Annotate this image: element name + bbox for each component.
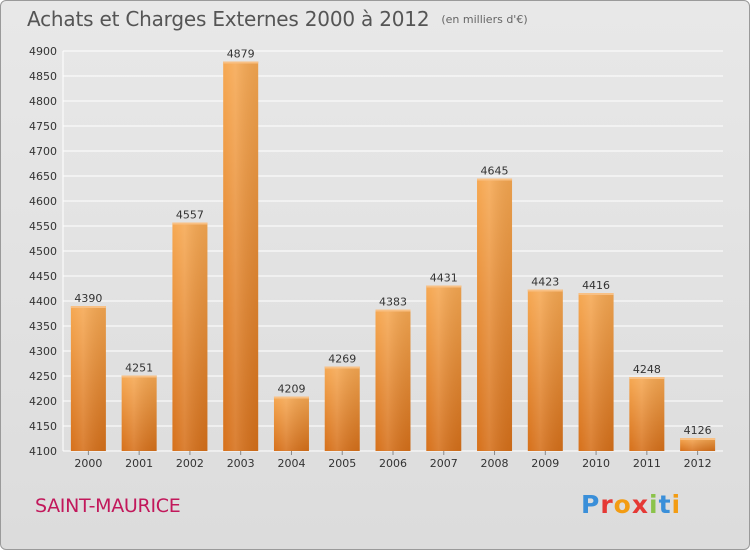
bar-top-edge: [223, 61, 259, 64]
bar-top-edge: [273, 396, 309, 399]
x-tick-label: 2001: [125, 457, 153, 470]
y-tick-label: 4800: [29, 95, 57, 108]
y-tick-label: 4150: [29, 420, 57, 433]
bar-shine: [273, 396, 309, 451]
bar-top-edge: [70, 306, 106, 308]
y-tick-label: 4900: [29, 45, 57, 58]
bar-top-edge: [578, 293, 614, 295]
bar-shine: [527, 289, 563, 451]
x-axis: 2000 2001 2002 2003 2004 2005 2006 2007 2008 2009…: [74, 451, 712, 470]
bar-shine: [578, 293, 614, 451]
logo-letter: r: [600, 490, 614, 519]
logo-letter: P: [581, 490, 601, 519]
bar-top-edge: [680, 438, 716, 440]
bar-shine: [121, 375, 157, 451]
data-labels: 4390 4251 4557 4879 4209 4269 4383 4431 4645 4423…: [74, 48, 711, 438]
bar-shine: [70, 306, 106, 451]
data-label: 4557: [176, 209, 204, 222]
x-tick-label: 2000: [74, 457, 102, 470]
bar-top-edge: [375, 309, 411, 312]
y-axis: 4100 4150 4200 4250 4300 4350 4400 4450 4500 4550…: [29, 45, 57, 458]
bar-shine: [680, 438, 716, 451]
x-tick-label: 2004: [277, 457, 305, 470]
bar-shine: [375, 309, 411, 451]
logo-letter: o: [613, 490, 632, 519]
y-tick-label: 4100: [29, 445, 57, 458]
y-tick-label: 4650: [29, 170, 57, 183]
data-label: 4390: [74, 292, 102, 305]
chart-header: Achats et Charges Externes 2000 à 2012 (e…: [27, 7, 528, 31]
x-tick-label: 2009: [531, 457, 559, 470]
logo-letter: t: [658, 490, 672, 519]
data-label: 4251: [125, 362, 153, 375]
y-tick-label: 4350: [29, 320, 57, 333]
x-tick-label: 2008: [481, 457, 509, 470]
bar-top-edge: [527, 289, 563, 292]
y-tick-label: 4700: [29, 145, 57, 158]
bar-shine: [426, 285, 462, 451]
y-tick-label: 4550: [29, 220, 57, 233]
logo-letter: i: [671, 490, 682, 519]
x-tick-label: 2006: [379, 457, 407, 470]
data-label: 4431: [430, 272, 458, 285]
bar-top-edge: [324, 366, 360, 369]
x-tick-label: 2005: [328, 457, 356, 470]
y-tick-label: 4200: [29, 395, 57, 408]
x-tick-label: 2011: [633, 457, 661, 470]
bar-shine: [629, 377, 665, 451]
bars: [70, 61, 716, 451]
bar-top-edge: [121, 375, 157, 378]
bar-top-edge: [426, 285, 462, 288]
data-label: 4416: [582, 279, 610, 292]
location-name: SAINT-MAURICE: [35, 495, 181, 517]
y-tick-label: 4500: [29, 245, 57, 258]
data-label: 4645: [481, 165, 509, 178]
bar-top-edge: [477, 178, 513, 181]
y-tick-label: 4850: [29, 70, 57, 83]
bar-shine: [324, 366, 360, 451]
bar-shine: [477, 178, 513, 451]
x-tick-label: 2002: [176, 457, 204, 470]
bar-top-edge: [629, 377, 665, 379]
logo-letter: i: [649, 490, 659, 519]
x-tick-label: 2007: [430, 457, 458, 470]
y-tick-label: 4450: [29, 270, 57, 283]
data-label: 4879: [227, 48, 255, 61]
bar-shine: [172, 222, 208, 451]
y-tick-label: 4400: [29, 295, 57, 308]
data-label: 4248: [633, 363, 661, 376]
bar-shine: [223, 61, 259, 451]
y-tick-label: 4600: [29, 195, 57, 208]
y-tick-label: 4750: [29, 120, 57, 133]
data-label: 4126: [684, 424, 712, 437]
proxiti-logo: Proxiti: [581, 490, 681, 519]
x-tick-label: 2012: [684, 457, 712, 470]
bar-top-edge: [172, 222, 208, 225]
chart-title: Achats et Charges Externes 2000 à 2012: [27, 7, 430, 31]
logo-letter: x: [631, 490, 649, 519]
x-tick-label: 2010: [582, 457, 610, 470]
y-tick-label: 4250: [29, 370, 57, 383]
chart-unit: (en milliers d'€): [441, 13, 528, 26]
data-label: 4423: [531, 276, 559, 289]
x-tick-label: 2003: [227, 457, 255, 470]
data-label: 4383: [379, 296, 407, 309]
data-label: 4209: [277, 383, 305, 396]
data-label: 4269: [328, 353, 356, 366]
y-tick-label: 4300: [29, 345, 57, 358]
